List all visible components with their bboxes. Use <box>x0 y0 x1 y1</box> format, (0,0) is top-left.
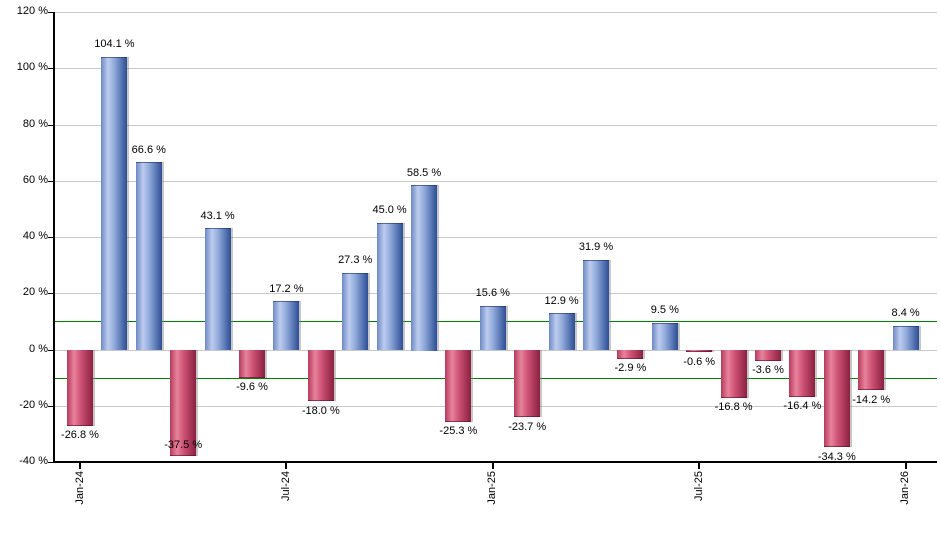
bar-value-label: 8.4 % <box>891 307 920 320</box>
bar-negative <box>755 349 781 361</box>
bar-value-label: 104.1 % <box>94 38 135 51</box>
bar-value-label: 12.9 % <box>544 294 579 307</box>
x-axis-line <box>53 461 937 463</box>
bar-value-label: -37.5 % <box>164 438 203 451</box>
bar-value-label: 9.5 % <box>650 304 679 317</box>
bar-value-label: 58.5 % <box>406 166 442 179</box>
y-tick <box>48 12 53 13</box>
gridline <box>55 293 937 295</box>
gridline <box>55 237 937 238</box>
bar-value-label: 17.2 % <box>269 282 304 295</box>
x-tick <box>79 463 81 469</box>
y-axis-line <box>53 12 55 462</box>
gridline <box>55 405 937 407</box>
bar-value-label: -16.8 % <box>714 401 753 414</box>
reference-line <box>55 377 937 379</box>
y-tick-label: 100 % <box>16 61 48 74</box>
bar-value-label: -0.6 % <box>683 355 716 368</box>
bar-value-label: 45.0 % <box>372 204 407 217</box>
y-tick-label: -20 % <box>19 398 48 411</box>
y-tick-label: 0 % <box>29 342 48 355</box>
bar-positive <box>376 222 403 351</box>
bar-positive <box>583 259 609 351</box>
y-tick <box>48 180 53 182</box>
bar-value-label: 27.3 % <box>338 254 373 267</box>
bar-positive <box>342 272 369 351</box>
x-tick <box>698 463 701 469</box>
bar-value-label: -25.3 % <box>439 425 478 438</box>
bar-value-label: -18.0 % <box>301 404 340 417</box>
bar-value-label: 15.6 % <box>475 287 510 300</box>
y-tick <box>48 349 53 351</box>
bar-negative <box>617 349 644 359</box>
y-tick <box>48 124 53 126</box>
y-tick <box>48 237 53 238</box>
bar-value-label: 66.6 % <box>131 143 166 156</box>
bar-negative <box>720 349 747 398</box>
bar-positive <box>101 56 128 351</box>
gridline <box>55 124 937 126</box>
bar-negative <box>514 349 541 418</box>
bar-value-label: -26.8 % <box>61 429 99 442</box>
bar-positive <box>273 301 300 351</box>
y-tick-label: 20 % <box>22 286 48 299</box>
bar-negative <box>858 349 885 391</box>
bar-value-label: -9.6 % <box>236 381 268 393</box>
bar-positive <box>651 322 678 351</box>
bar-value-label: -23.7 % <box>508 420 547 433</box>
gridline <box>55 68 937 70</box>
x-tick-label: Jan-26 <box>899 471 912 505</box>
y-tick <box>48 68 53 70</box>
y-tick-label: 80 % <box>22 117 48 130</box>
bar-value-label: -16.4 % <box>783 400 822 413</box>
y-tick-label: -40 % <box>19 455 48 467</box>
bar-negative <box>445 349 472 422</box>
y-tick <box>48 405 53 407</box>
y-tick <box>48 293 53 295</box>
x-tick <box>904 463 907 469</box>
y-tick <box>48 462 53 463</box>
x-tick <box>285 463 288 469</box>
x-tick-label: Jan-24 <box>73 471 86 505</box>
bar-value-label: -34.3 % <box>817 450 856 463</box>
bar-value-label: -3.6 % <box>752 364 784 377</box>
bar-positive <box>892 325 919 351</box>
gridline <box>55 180 937 182</box>
y-tick-label: 60 % <box>22 173 48 186</box>
bar-positive <box>411 185 437 351</box>
bar-value-label: 43.1 % <box>200 209 235 222</box>
x-tick <box>491 463 494 469</box>
bar-value-label: -2.9 % <box>614 362 647 375</box>
bar-negative <box>823 349 850 447</box>
bar-negative <box>239 349 265 378</box>
bar-value-label: -14.2 % <box>852 393 891 406</box>
bar-negative <box>789 349 816 397</box>
bar-positive <box>548 313 575 351</box>
bar-value-label: 31.9 % <box>578 241 614 254</box>
x-tick-label: Jan-25 <box>486 471 499 505</box>
bar-negative <box>307 349 334 402</box>
bar-negative <box>67 349 93 426</box>
bar-positive <box>479 305 506 351</box>
x-tick-label: Jul-25 <box>692 471 705 501</box>
y-tick-label: 40 % <box>22 230 48 242</box>
bar-positive <box>135 162 162 351</box>
bar-negative <box>686 349 713 353</box>
y-tick-label: 120 % <box>16 5 48 17</box>
bar-negative <box>170 349 197 456</box>
gridline <box>55 12 937 13</box>
x-tick-label: Jul-24 <box>279 471 292 501</box>
bar-positive <box>204 228 231 351</box>
